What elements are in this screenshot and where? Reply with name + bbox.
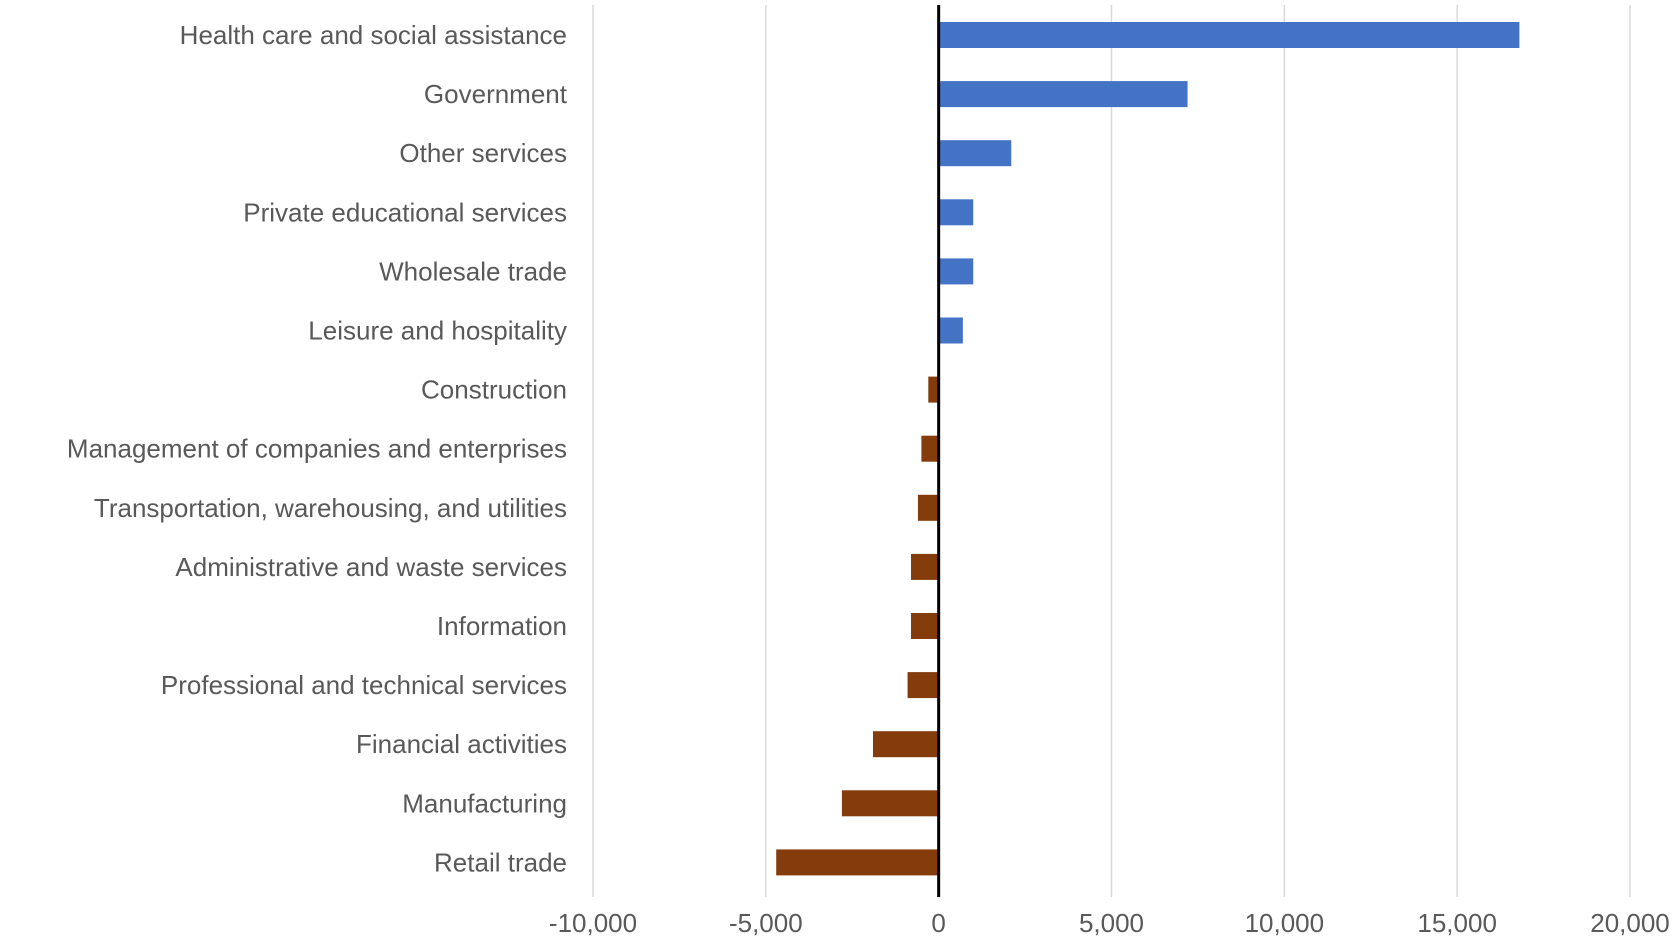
category-label: Wholesale trade	[379, 256, 567, 286]
bar	[776, 849, 939, 876]
category-label: Transportation, warehousing, and utiliti…	[94, 493, 567, 523]
bar	[938, 199, 974, 226]
x-tick-label: -5,000	[729, 908, 803, 938]
bars	[776, 22, 1520, 876]
x-tick-label: 10,000	[1245, 908, 1325, 938]
x-tick-label: 5,000	[1079, 908, 1144, 938]
bar	[872, 731, 939, 758]
category-label: Private educational services	[243, 197, 567, 227]
category-label: Construction	[421, 375, 567, 405]
bar	[907, 672, 939, 699]
bar	[938, 22, 1520, 48]
x-tick-label: 15,000	[1417, 908, 1497, 938]
x-tick-labels: -10,000 -5,000 0 5,000 10,000 15,000 20,000	[549, 908, 1670, 938]
bar	[921, 435, 939, 462]
bar	[911, 553, 939, 580]
category-label: Health care and social assistance	[180, 20, 567, 50]
x-tick-label: 0	[931, 908, 945, 938]
category-label: Leisure and hospitality	[308, 316, 567, 346]
category-label: Government	[424, 79, 568, 109]
category-label: Retail trade	[434, 847, 567, 877]
category-label: Manufacturing	[402, 788, 567, 818]
bar	[928, 376, 939, 403]
gridlines	[592, 5, 1631, 897]
bar	[938, 317, 963, 344]
bar	[938, 140, 1012, 167]
bar	[917, 494, 939, 521]
bar	[938, 258, 974, 285]
bar	[911, 613, 939, 639]
x-tick-label: -10,000	[549, 908, 637, 938]
x-tick-label: 20,000	[1590, 908, 1670, 938]
bar	[938, 81, 1188, 108]
bar	[841, 790, 939, 817]
category-label: Other services	[399, 138, 567, 168]
category-labels: Health care and social assistance Governm…	[67, 20, 568, 877]
category-label: Information	[437, 611, 567, 641]
category-label: Administrative and waste services	[175, 552, 567, 582]
category-label: Professional and technical services	[161, 670, 567, 700]
category-label: Management of companies and enterprises	[67, 434, 567, 464]
category-label: Financial activities	[356, 729, 567, 759]
